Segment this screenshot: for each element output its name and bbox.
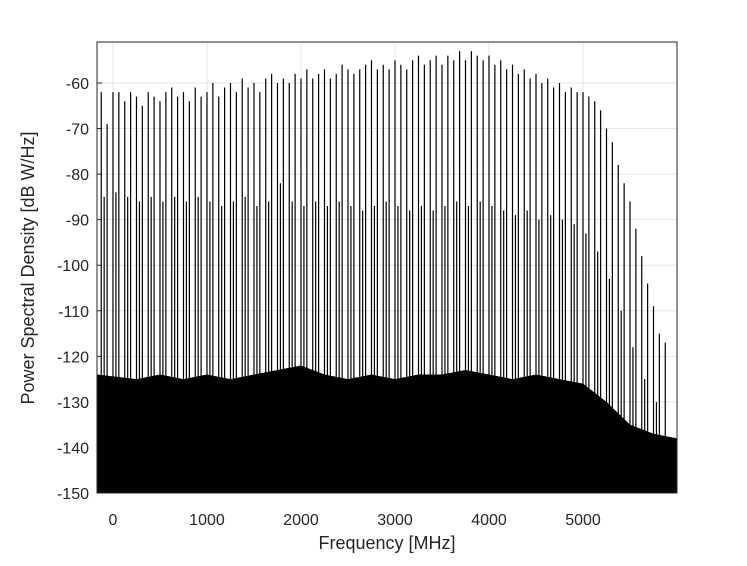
y-tick-label: -120 [57,349,89,366]
y-tick-label: -100 [57,258,89,275]
x-tick-label: 5000 [565,512,601,529]
x-tick-label: 1000 [189,512,225,529]
y-tick-label: -130 [57,395,89,412]
y-tick-label: -80 [66,167,89,184]
y-tick-label: -140 [57,440,89,457]
x-tick-label: 3000 [377,512,413,529]
x-axis-label: Frequency [MHz] [318,533,455,553]
y-axis-label: Power Spectral Density [dB W/Hz] [18,131,38,404]
x-tick-label: 2000 [283,512,319,529]
x-tick-label: 4000 [471,512,507,529]
y-tick-label: -70 [66,122,89,139]
x-tick-label: 0 [109,512,118,529]
y-tick-label: -60 [66,76,89,93]
y-tick-label: -110 [58,304,89,321]
plot-frame [96,41,678,494]
y-tick-label: -150 [57,486,89,503]
y-tick-label: -90 [66,213,89,230]
